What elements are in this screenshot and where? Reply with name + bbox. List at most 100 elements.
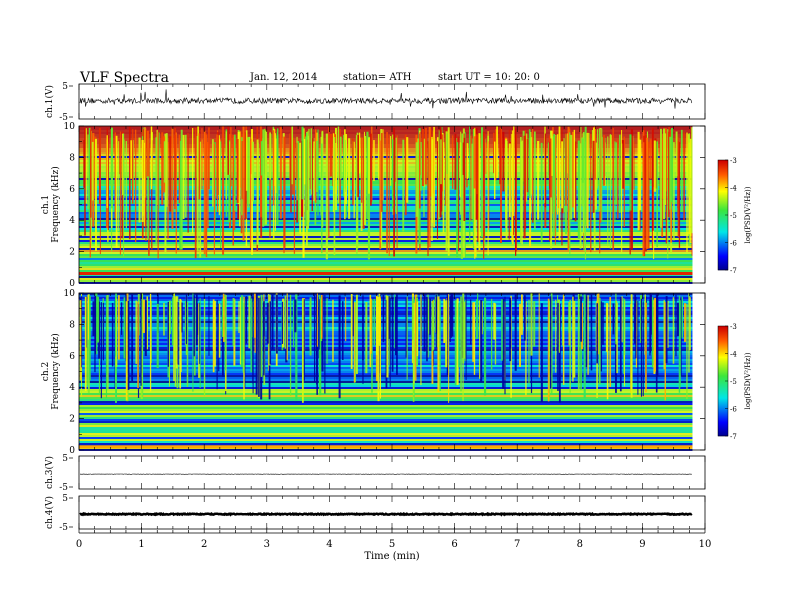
spectrogram-streak bbox=[382, 129, 384, 201]
spectrogram-band bbox=[79, 437, 693, 439]
spectrogram-streak bbox=[451, 293, 454, 337]
spectrogram-streak bbox=[621, 140, 624, 189]
spectrogram-streak bbox=[480, 300, 483, 382]
colorbar-cell bbox=[718, 394, 728, 396]
spectrogram-streak bbox=[502, 298, 505, 389]
spectrogram-band bbox=[79, 278, 693, 280]
spectrogram-band bbox=[79, 214, 693, 216]
spectrogram-streak bbox=[532, 128, 534, 204]
colorbar-cell bbox=[718, 230, 728, 232]
spectrogram-streak bbox=[671, 128, 673, 203]
spectrogram-band bbox=[79, 168, 693, 170]
colorbar-cell bbox=[718, 262, 728, 264]
spectrogram-streak bbox=[651, 128, 654, 231]
spectrogram-band bbox=[79, 156, 693, 158]
spectrogram-streak bbox=[438, 299, 441, 391]
colorbar-tick-label: -7 bbox=[730, 433, 737, 441]
colorbar-cell bbox=[718, 335, 728, 337]
spectrogram-streak bbox=[216, 300, 218, 390]
colorbar-cell bbox=[718, 238, 728, 240]
spectrogram-band bbox=[79, 226, 693, 228]
spectrogram-streak bbox=[248, 295, 250, 349]
spectrogram-streak bbox=[220, 141, 222, 248]
spectrogram-streak bbox=[197, 303, 199, 335]
spectrogram-streak bbox=[313, 293, 316, 383]
colorbar-cell bbox=[718, 211, 728, 213]
spectrogram-streak bbox=[224, 294, 227, 371]
colorbar-tick-label: -6 bbox=[730, 406, 737, 414]
spectrogram-streak bbox=[609, 297, 612, 387]
spectrogram-streak bbox=[194, 127, 197, 259]
spectrogram-streak bbox=[192, 127, 194, 234]
colorbar-cell bbox=[718, 358, 728, 360]
colorbar-cell bbox=[718, 195, 728, 197]
spectrogram-streak bbox=[473, 302, 476, 375]
spectrogram-streak bbox=[169, 136, 172, 212]
spectrogram-ch2_spec bbox=[78, 292, 706, 451]
colorbar-cell bbox=[718, 382, 728, 384]
spectrogram-streak bbox=[178, 134, 180, 204]
spectrogram-streak bbox=[144, 129, 147, 227]
spectrogram-streak bbox=[282, 298, 285, 348]
spectrogram-streak bbox=[395, 137, 397, 214]
spectrogram-streak bbox=[212, 139, 214, 207]
spectrogram-streak bbox=[551, 130, 553, 176]
spectrogram-streak bbox=[596, 303, 599, 364]
spectrogram-streak bbox=[391, 139, 394, 209]
y-tick-label: 10 bbox=[64, 122, 76, 132]
spectrogram-streak bbox=[313, 141, 316, 202]
colorbar-cell bbox=[718, 194, 728, 196]
y-tick-label: 5 bbox=[62, 494, 68, 504]
colorbar-cell bbox=[718, 250, 728, 252]
spectrogram-streak bbox=[487, 131, 489, 256]
spectrogram-streak bbox=[283, 137, 285, 254]
colorbar-cell bbox=[718, 197, 728, 199]
spectrogram-streak bbox=[405, 297, 408, 358]
colorbar-cell bbox=[718, 253, 728, 255]
spectrogram-streak bbox=[629, 134, 632, 211]
spectrogram-streak bbox=[179, 298, 182, 389]
spectrogram-streak bbox=[513, 126, 515, 216]
colorbar-cell bbox=[718, 424, 728, 426]
spectrogram-streak bbox=[402, 139, 405, 232]
spectrogram-streak bbox=[428, 299, 430, 334]
y-tick-label: 6 bbox=[69, 352, 75, 362]
spectrogram-streak bbox=[311, 138, 313, 211]
colorbar-tick-label: -3 bbox=[730, 323, 737, 331]
spectrogram-band bbox=[79, 130, 693, 132]
colorbar-cell bbox=[718, 390, 728, 392]
colorbar-cell bbox=[718, 395, 728, 397]
spectrogram-streak bbox=[167, 142, 169, 239]
spectrogram-streak bbox=[352, 139, 354, 205]
colorbar-cell bbox=[718, 344, 728, 346]
spectrogram-streak bbox=[294, 299, 297, 333]
spectrogram-streak bbox=[329, 133, 333, 177]
colorbar-cell bbox=[718, 389, 728, 391]
spectrogram-streak bbox=[687, 134, 690, 197]
y-tick-label: 6 bbox=[69, 185, 75, 195]
colorbar-cell bbox=[718, 216, 728, 218]
spectrogram-streak bbox=[554, 135, 556, 245]
y-tick-label: 4 bbox=[69, 216, 75, 226]
colorbar-cell bbox=[718, 219, 728, 221]
colorbar-cell bbox=[718, 240, 728, 242]
spectrogram-streak bbox=[617, 139, 619, 219]
x-tick-label: 0 bbox=[76, 539, 82, 550]
spectrogram-streak bbox=[504, 296, 506, 395]
spectrogram-streak bbox=[642, 301, 644, 397]
spectrogram-streak bbox=[457, 136, 460, 252]
spectrogram-streak bbox=[230, 127, 232, 187]
colorbar-cell bbox=[718, 385, 728, 387]
spectrogram-streak bbox=[214, 301, 216, 367]
spectrogram-band bbox=[79, 268, 693, 270]
colorbar-cell bbox=[718, 404, 728, 406]
spectrogram-band bbox=[79, 389, 693, 391]
colorbar-cell bbox=[718, 369, 728, 371]
spectrogram-streak bbox=[348, 138, 351, 219]
spectrogram-streak bbox=[681, 296, 684, 338]
spectrogram-band bbox=[79, 431, 693, 433]
spectrogram-streak bbox=[369, 133, 372, 206]
colorbar-cell bbox=[718, 420, 728, 422]
spectrogram-band bbox=[79, 172, 693, 174]
spectrogram-streak bbox=[448, 294, 450, 403]
